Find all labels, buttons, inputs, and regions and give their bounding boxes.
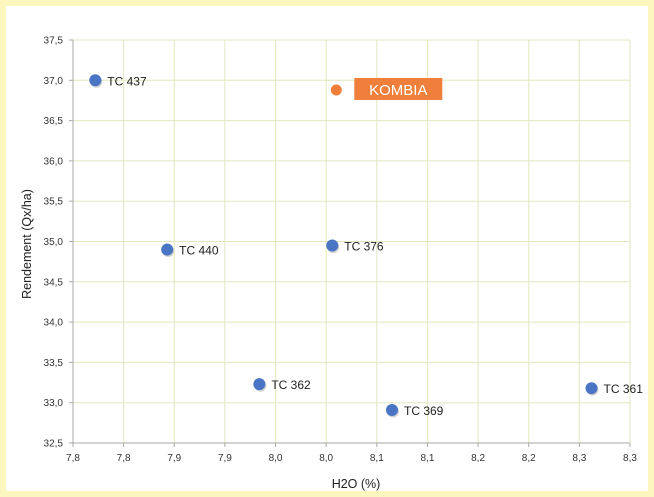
y-tick-label: 35,5 [44, 197, 64, 208]
point-label-tc-376: TC 376 [344, 240, 384, 254]
y-tick-label: 33,0 [44, 398, 64, 409]
x-tick-label: 8,3 [623, 453, 637, 464]
point-label-kombia: KOMBIA [369, 82, 427, 99]
point-label-tc-361: TC 361 [604, 382, 644, 396]
point-tc-369 [386, 403, 399, 416]
x-tick-label: 8,2 [522, 453, 536, 464]
point-label-tc-362: TC 362 [271, 378, 311, 392]
x-tick-label: 7,9 [218, 453, 232, 464]
point-label-bg-kombia [354, 77, 443, 100]
x-tick-label: 8,2 [471, 453, 485, 464]
y-tick-label: 36,5 [44, 116, 64, 127]
point-kombia [330, 84, 342, 96]
y-tick-label: 34,5 [44, 277, 64, 288]
x-tick-label: 7,8 [66, 453, 80, 464]
point-label-tc-369: TC 369 [404, 404, 444, 418]
point-tc-376 [326, 239, 339, 252]
axes [69, 39, 631, 447]
point-label-tc-440: TC 440 [179, 244, 219, 258]
point-tc-437 [89, 74, 102, 87]
y-tick-label: 35,0 [44, 237, 64, 248]
y-axis-title: Rendement (Qx/ha) [20, 189, 34, 299]
x-tick-label: 7,9 [167, 453, 181, 464]
x-tick-label: 7,8 [117, 453, 131, 464]
x-tick-label: 8,0 [269, 453, 283, 464]
y-tick-label: 32,5 [44, 439, 64, 450]
y-tick-label: 34,0 [44, 318, 64, 329]
x-tick-label: 8,1 [370, 453, 384, 464]
point-tc-440 [161, 243, 174, 256]
x-axis-title: H2O (%) [332, 477, 381, 491]
y-tick-label: 37,5 [44, 36, 64, 47]
y-tick-label: 36,0 [44, 156, 64, 167]
data-points: TC 437 KOMBIA TC 440 TC 376 TC 362 TC 369 TC 3… [89, 74, 643, 418]
x-tick-label: 8,1 [421, 453, 435, 464]
point-label-tc-437: TC 437 [107, 74, 147, 88]
tick-labels: 32,5 33,0 33,5 34,0 34,5 35,0 35,5 36,0 36,5 37,0… [44, 36, 638, 465]
point-tc-361 [585, 382, 598, 395]
y-tick-label: 37,0 [44, 76, 64, 87]
x-tick-label: 8,0 [319, 453, 333, 464]
y-tick-label: 33,5 [44, 358, 64, 369]
x-tick-label: 8,3 [572, 453, 586, 464]
point-tc-362 [253, 378, 266, 391]
